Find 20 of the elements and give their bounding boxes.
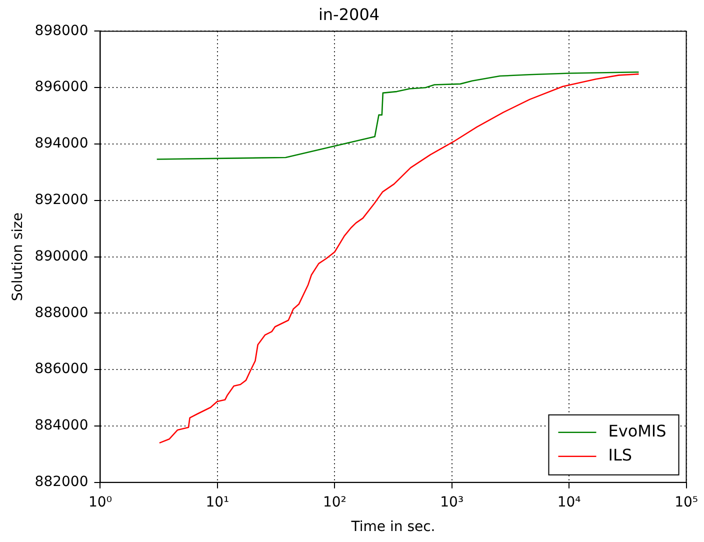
y-tick-label: 882000 — [34, 474, 88, 490]
x-tick-label: 10⁰ — [88, 494, 112, 510]
legend-label: ILS — [608, 446, 632, 465]
y-axis-title: Solution size — [10, 212, 26, 302]
legend-label: EvoMIS — [608, 422, 666, 441]
y-tick-label: 884000 — [34, 418, 88, 434]
x-tick-label: 10³ — [440, 494, 464, 510]
y-tick-label: 892000 — [34, 192, 88, 208]
chart-title: in-2004 — [318, 4, 380, 24]
x-tick-label: 10¹ — [206, 494, 230, 510]
y-tick-label: 888000 — [34, 304, 88, 321]
x-tick-label: 10⁴ — [557, 494, 582, 510]
y-tick-label: 896000 — [34, 79, 88, 96]
x-tick-label: 10⁵ — [674, 494, 698, 510]
x-tick-label: 10² — [322, 494, 346, 510]
x-axis-title: Time in sec. — [350, 519, 436, 536]
y-tick-label: 898000 — [34, 22, 88, 39]
y-tick-label: 894000 — [34, 136, 88, 152]
y-tick-label: 886000 — [34, 361, 88, 378]
y-tick-label: 890000 — [34, 248, 88, 264]
